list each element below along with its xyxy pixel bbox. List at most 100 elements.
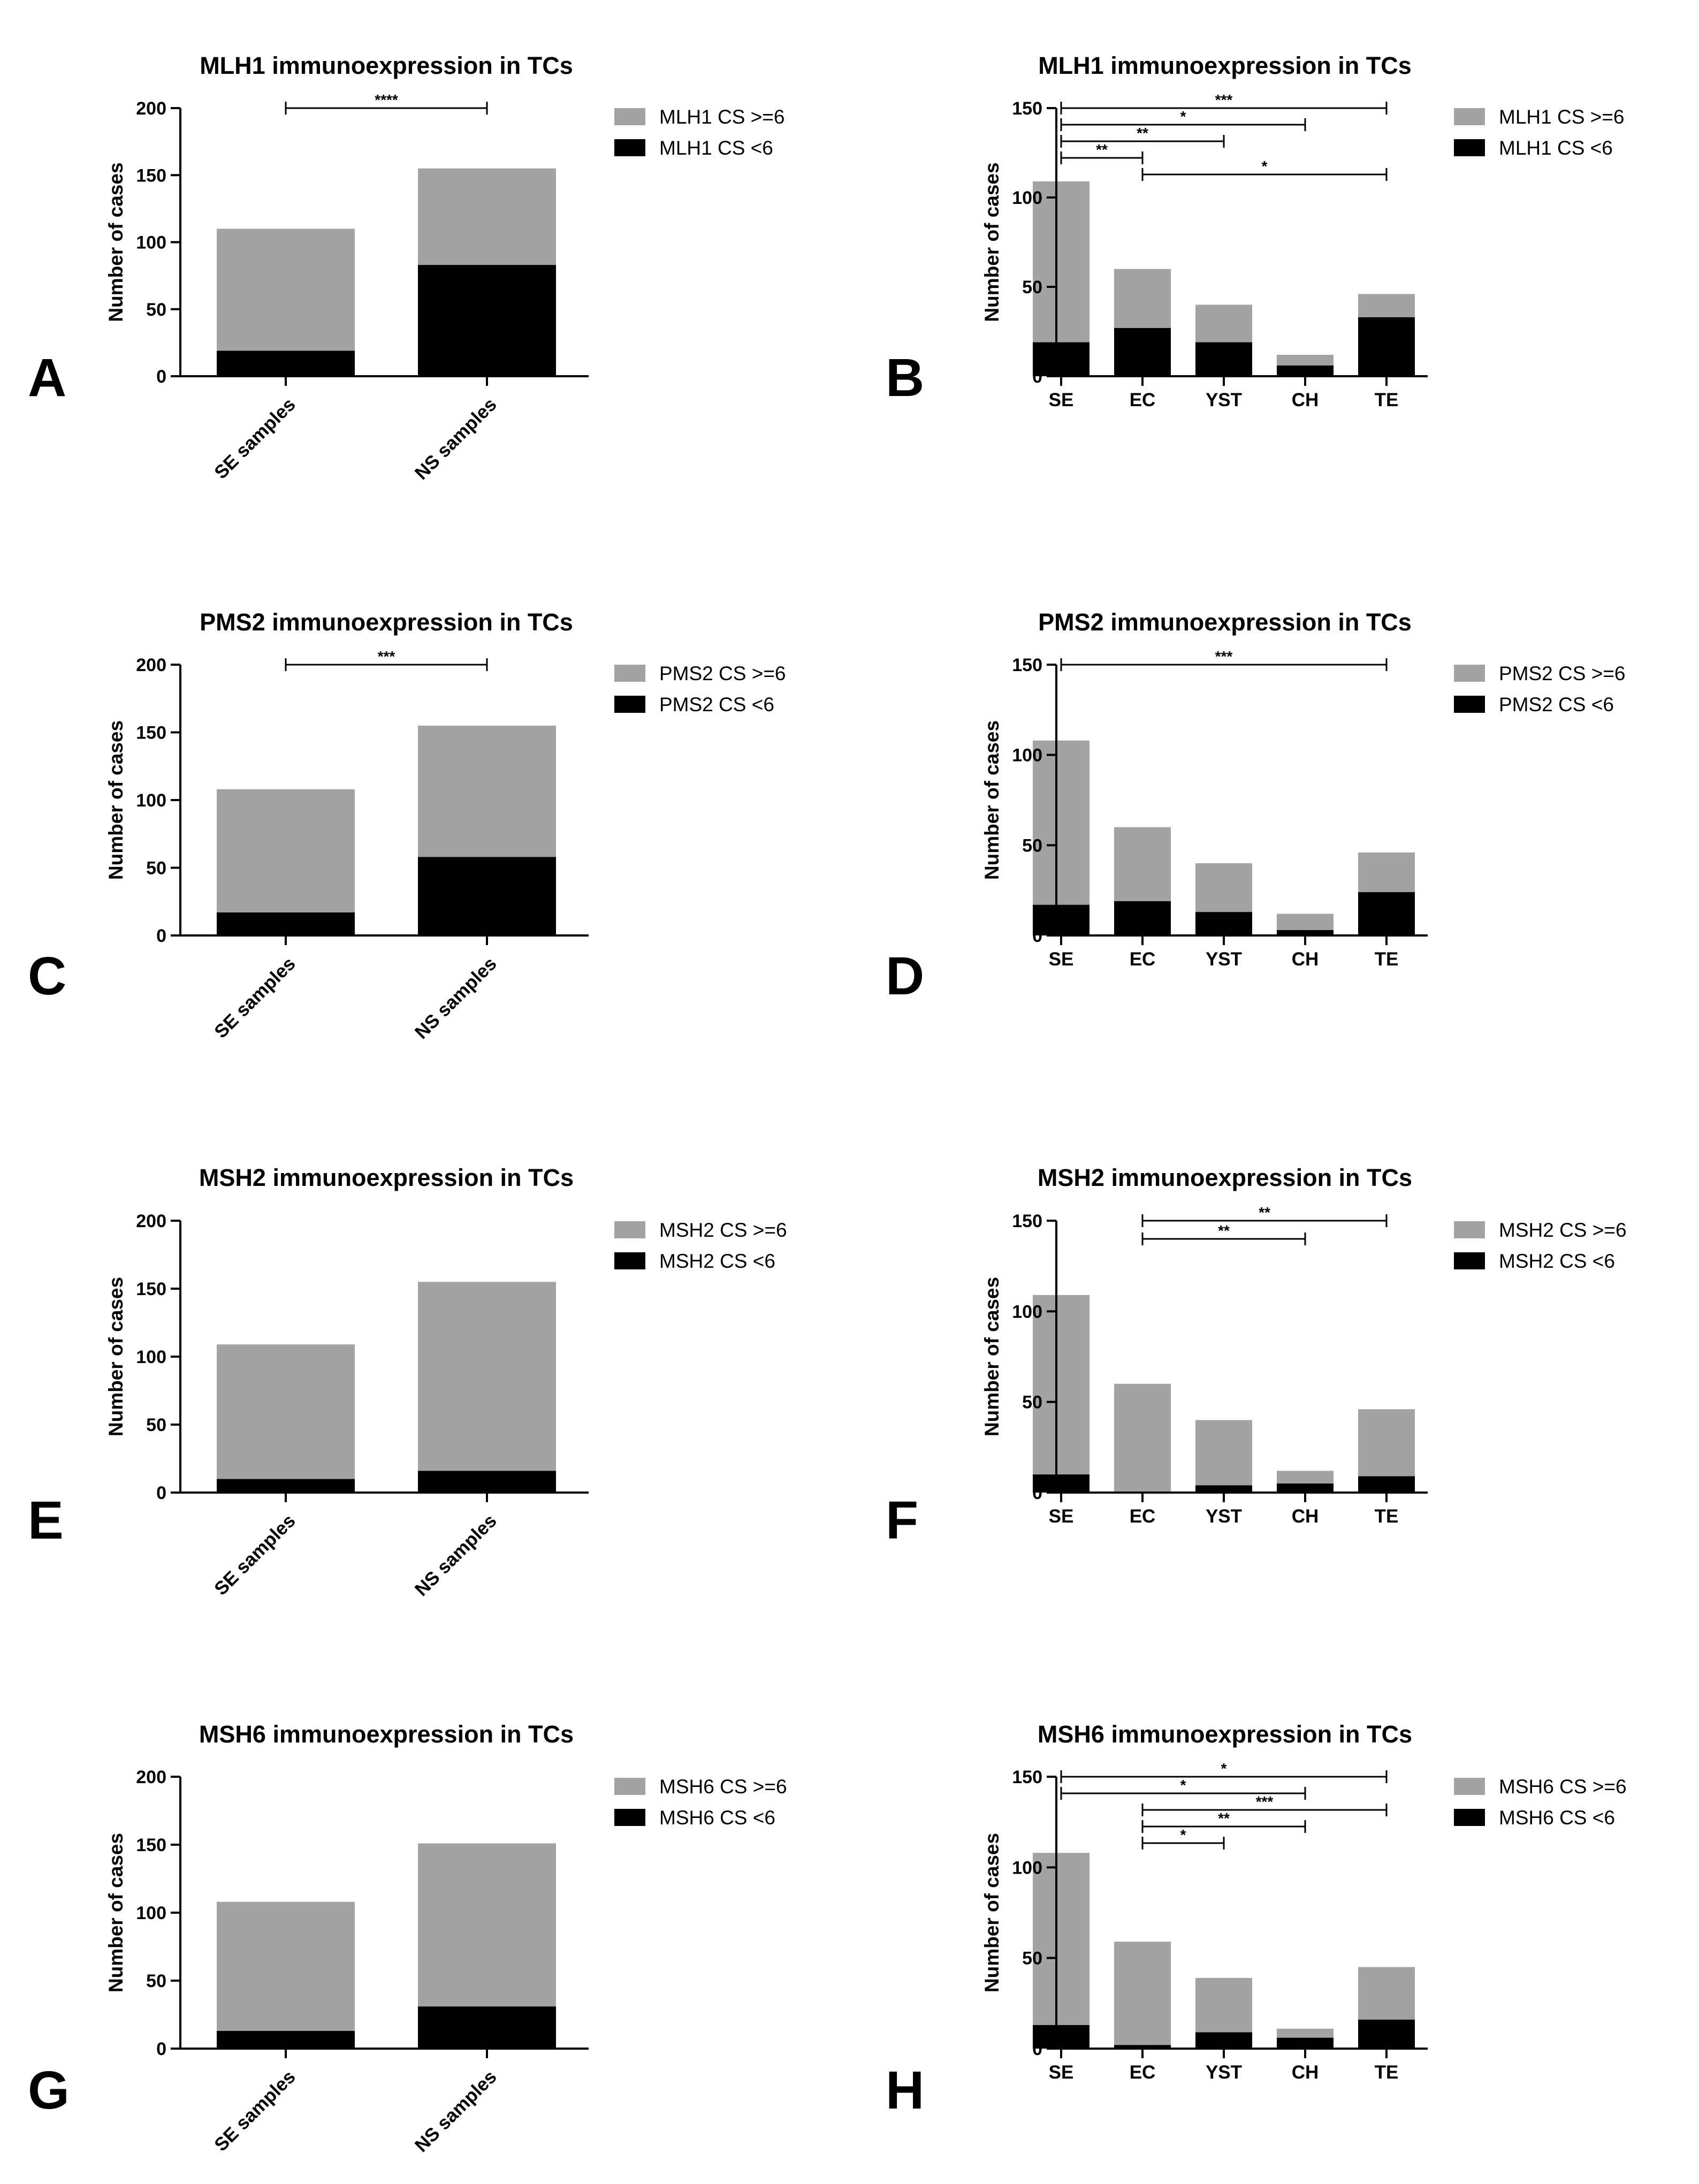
y-tick-label: 50 <box>146 300 166 320</box>
x-tick-label: EC <box>1130 1506 1156 1527</box>
chart-panel-b: MLH1 immunoexpression in TCs B 0 50 100 150 SE… <box>886 52 1624 410</box>
bar-high-te <box>1358 1409 1415 1477</box>
y-tick-label: 150 <box>136 723 166 743</box>
panel-letter: C <box>28 946 66 1006</box>
bar-high-yst <box>1195 863 1252 912</box>
significance-label: * <box>1180 1827 1186 1843</box>
chart-panel-h: MSH6 immunoexpression in TCs H 0 50 100 150 SE… <box>886 1721 1627 2120</box>
chart-title: PMS2 immunoexpression in TCs <box>1038 608 1412 636</box>
y-tick-label: 0 <box>156 2039 166 2059</box>
bar-high-ch <box>1277 2028 1334 2038</box>
bar-high-yst <box>1195 1977 1252 2033</box>
y-tick-label: 50 <box>146 1971 166 1991</box>
bar-low-yst <box>1195 342 1252 376</box>
bar-high-se-samples <box>217 1901 355 2031</box>
legend-label-low: MSH6 CS <6 <box>1499 1807 1615 1829</box>
y-tick-label: 200 <box>136 1211 166 1231</box>
panel-letter: E <box>28 1490 64 1550</box>
bar-high-se-samples <box>217 789 355 912</box>
significance-label: ** <box>1218 1810 1230 1827</box>
significance-label: *** <box>378 648 395 665</box>
legend-label-high: PMS2 CS >=6 <box>1499 663 1626 684</box>
x-tick-label: CH <box>1292 390 1319 410</box>
x-tick-label: TE <box>1375 949 1399 970</box>
bar-high-ch <box>1277 1471 1334 1484</box>
bar-high-ns-samples <box>418 725 556 857</box>
chart-title: MSH2 immunoexpression in TCs <box>199 1164 574 1191</box>
significance-label: * <box>1180 108 1186 125</box>
bar-high-ch <box>1277 354 1334 366</box>
legend-swatch-high <box>1454 108 1485 125</box>
y-tick-label: 100 <box>136 1347 166 1367</box>
significance-label: *** <box>1256 1793 1274 1810</box>
y-tick-label: 150 <box>1012 1767 1042 1787</box>
panel-letter: A <box>28 348 66 408</box>
bar-low-te <box>1358 2019 1415 2049</box>
bar-high-yst <box>1195 1420 1252 1486</box>
y-tick-label: 100 <box>136 1903 166 1923</box>
significance-label: * <box>1221 1760 1227 1777</box>
y-tick-label: 50 <box>146 1415 166 1435</box>
bar-low-ch <box>1277 365 1334 376</box>
legend-swatch-high <box>614 665 645 682</box>
significance-label: * <box>1262 158 1268 174</box>
legend-swatch-low <box>1454 1252 1485 1269</box>
panel-letter: D <box>886 946 924 1006</box>
bar-low-se <box>1033 2025 1090 2049</box>
legend-label-high: MLH1 CS >=6 <box>659 106 784 128</box>
x-tick-label: CH <box>1292 949 1319 970</box>
y-tick-label: 0 <box>1032 2039 1042 2059</box>
significance-label: ** <box>1137 125 1148 141</box>
bar-high-se-samples <box>217 1344 355 1479</box>
y-axis-label: Number of cases <box>105 720 127 880</box>
y-tick-label: 50 <box>1022 1392 1042 1413</box>
bar-low-yst <box>1195 2032 1252 2049</box>
bar-high-yst <box>1195 305 1252 343</box>
x-tick-label: EC <box>1130 390 1156 410</box>
bar-low-ec <box>1114 2045 1171 2049</box>
significance-label: * <box>1180 1777 1186 1793</box>
legend-label-low: MLH1 CS <6 <box>1499 137 1613 159</box>
y-tick-label: 0 <box>156 1483 166 1503</box>
y-tick-label: 200 <box>136 98 166 119</box>
chart-title: MSH6 immunoexpression in TCs <box>199 1721 574 1748</box>
x-tick-label: SE samples <box>210 953 300 1042</box>
bar-high-te <box>1358 294 1415 317</box>
y-tick-label: 100 <box>136 790 166 811</box>
x-tick-label: EC <box>1130 2062 1156 2083</box>
x-tick-label: NS samples <box>411 2066 501 2156</box>
y-tick-label: 100 <box>1012 188 1042 208</box>
bar-low-se <box>1033 342 1090 376</box>
legend-label-low: MSH6 CS <6 <box>659 1807 775 1829</box>
y-tick-label: 100 <box>1012 1302 1042 1322</box>
y-axis-label: Number of cases <box>981 162 1003 322</box>
y-tick-label: 50 <box>1022 277 1042 298</box>
bar-high-ec <box>1114 827 1171 901</box>
bar-low-se-samples <box>217 912 355 935</box>
chart-title: MSH6 immunoexpression in TCs <box>1038 1721 1412 1748</box>
bar-high-se-samples <box>217 229 355 351</box>
legend-swatch-low <box>614 1252 645 1269</box>
legend-swatch-low <box>614 139 645 156</box>
bar-low-ns-samples <box>418 1471 556 1493</box>
legend-label-high: MSH2 CS >=6 <box>1499 1219 1627 1241</box>
legend-label-high: MLH1 CS >=6 <box>1499 106 1624 128</box>
y-tick-label: 50 <box>146 858 166 879</box>
x-tick-label: YST <box>1206 390 1242 410</box>
y-tick-label: 50 <box>1022 835 1042 856</box>
legend-swatch-low <box>614 696 645 713</box>
legend-swatch-high <box>1454 1778 1485 1795</box>
bar-low-te <box>1358 892 1415 935</box>
legend-label-low: PMS2 CS <6 <box>1499 694 1614 716</box>
chart-panel-e: MSH2 immunoexpression in TCs E 0 50 100 150 20… <box>28 1164 787 1600</box>
bar-low-ch <box>1277 2037 1334 2049</box>
chart-panel-c: PMS2 immunoexpression in TCs C 0 50 100 150 20… <box>28 608 786 1043</box>
significance-label: ** <box>1096 141 1108 158</box>
legend-swatch-high <box>1454 665 1485 682</box>
y-tick-label: 150 <box>1012 655 1042 675</box>
panel-letter: B <box>886 348 924 408</box>
bar-high-se <box>1033 1295 1090 1475</box>
x-tick-label: TE <box>1375 2062 1399 2083</box>
y-tick-label: 0 <box>156 367 166 387</box>
